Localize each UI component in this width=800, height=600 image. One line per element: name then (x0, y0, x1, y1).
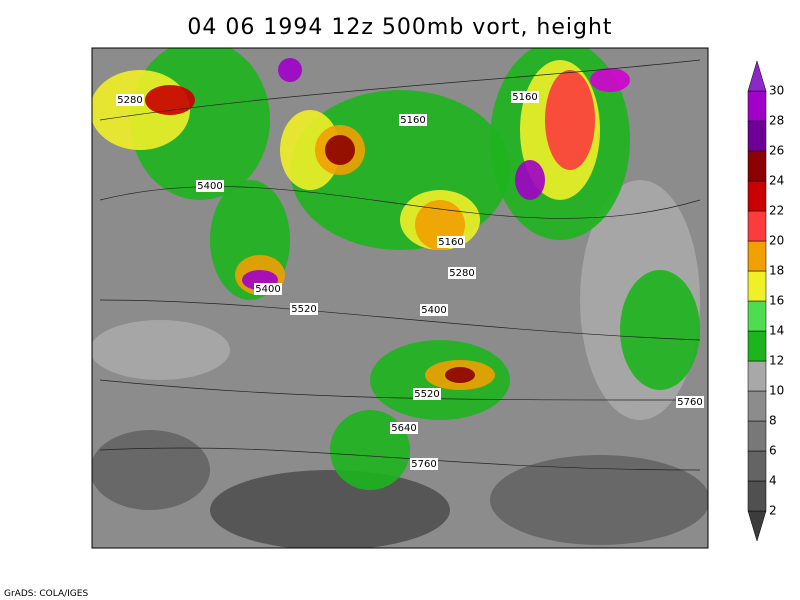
contour-label-bg (511, 91, 539, 103)
vorticity-region (145, 85, 195, 115)
vorticity-region (590, 68, 630, 92)
colorbar-segment (747, 480, 767, 512)
contour-label: 5280 (117, 95, 142, 106)
colorbar-label: 6 (769, 444, 777, 458)
vorticity-region (92, 430, 210, 510)
contour-label-bg (420, 304, 448, 316)
vorticity-region (92, 320, 230, 380)
colorbar-segment (747, 300, 767, 332)
vorticity-region (620, 270, 700, 390)
map-frame (91, 47, 709, 549)
colorbar-label: 20 (769, 234, 784, 248)
contour-label-bg (290, 303, 318, 315)
contour-label: 5160 (400, 115, 425, 126)
colorbar-label: 2 (769, 504, 777, 518)
contour-label: 5760 (677, 397, 702, 408)
height-contour (99, 186, 701, 219)
height-contour (99, 299, 701, 341)
colorbar-label: 28 (769, 114, 784, 128)
colorbar-label: 4 (769, 474, 777, 488)
contour-label: 5760 (411, 459, 436, 470)
contour-label: 5640 (391, 423, 416, 434)
colorbar-label: 10 (769, 384, 784, 398)
height-contour (99, 379, 701, 401)
colorbar-segment (747, 390, 767, 422)
colorbar-label: 22 (769, 204, 784, 218)
height-contour (99, 447, 701, 471)
colorbar-label: 30 (769, 84, 784, 98)
contour-label-bg (413, 388, 441, 400)
vorticity-region (490, 455, 708, 545)
colorbar-segment (747, 270, 767, 302)
colorbar-segment (747, 330, 767, 362)
height-contour (99, 59, 701, 121)
colorbar-segment (747, 240, 767, 272)
colorbar-segment (747, 90, 767, 122)
contour-label-bg (399, 114, 427, 126)
vorticity-region (278, 58, 302, 82)
colorbar-segment (747, 210, 767, 242)
contour-label-bg (448, 267, 476, 279)
contour-label: 5400 (197, 181, 222, 192)
colorbar-segment (747, 150, 767, 182)
contour-label-bg (410, 458, 438, 470)
colorbar-segment (747, 120, 767, 152)
colorbar-label: 16 (769, 294, 784, 308)
vorticity-region (325, 135, 355, 165)
contour-label-bg (116, 94, 144, 106)
colorbar-label: 14 (769, 324, 784, 338)
contour-label: 5160 (512, 92, 537, 103)
vorticity-region (515, 160, 545, 200)
colorbar-segment (747, 420, 767, 452)
vorticity-region (210, 470, 450, 548)
contour-label-bg (390, 422, 418, 434)
contour-label: 5400 (255, 284, 280, 295)
contour-label: 5520 (414, 389, 439, 400)
colorbar-segment (747, 360, 767, 392)
contour-label-bg (437, 236, 465, 248)
contour-label-bg (196, 180, 224, 192)
vorticity-region (545, 70, 595, 170)
vorticity-region (445, 367, 475, 383)
contour-label-bg (254, 283, 282, 295)
colorbar-label: 24 (769, 174, 784, 188)
contour-label: 5520 (291, 304, 316, 315)
contour-label-bg (676, 396, 704, 408)
colorbar-segment (747, 450, 767, 482)
colorbar-label: 12 (769, 354, 784, 368)
colorbar-segment (747, 180, 767, 212)
colorbar-label: 26 (769, 144, 784, 158)
colorbar-label: 18 (769, 264, 784, 278)
contour-label: 5400 (421, 305, 446, 316)
contour-label: 5160 (438, 237, 463, 248)
map-area: 5280 5400 5160 5160 5160 5280 5400 5520 5400 5520… (92, 48, 708, 548)
contour-label: 5280 (449, 268, 474, 279)
map-title: 04 06 1994 12z 500mb vort, height (187, 15, 612, 40)
footer: GrADS: COLA/IGES (4, 589, 88, 599)
colorbar-end (747, 60, 767, 92)
colorbar-label: 8 (769, 414, 777, 428)
